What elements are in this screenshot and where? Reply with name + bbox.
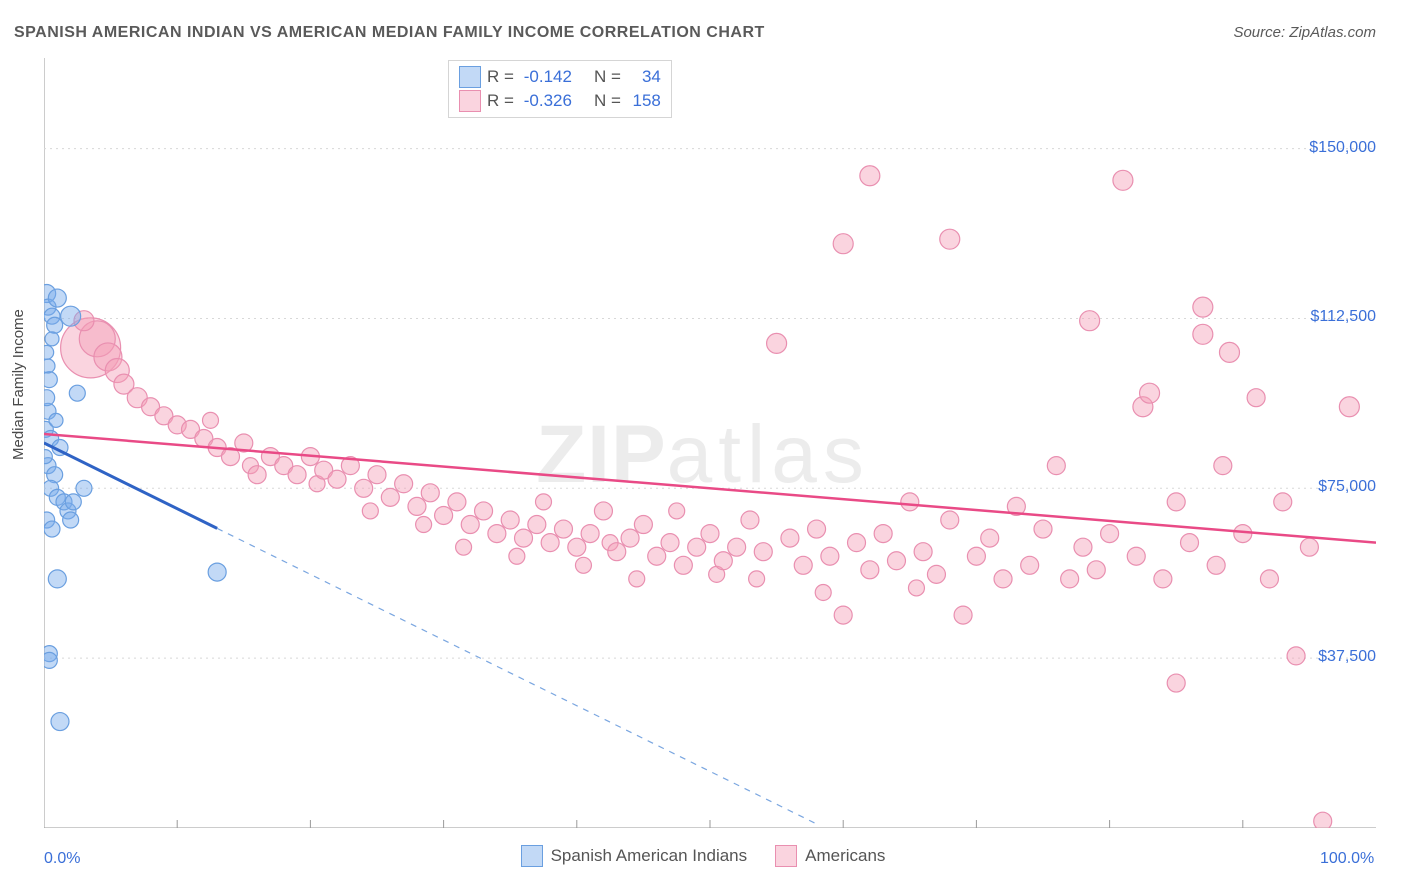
y-tick-label: $112,500 <box>1310 308 1376 326</box>
legend-label: Americans <box>805 846 885 866</box>
plot-area <box>44 58 1376 828</box>
legend-swatch <box>521 845 543 867</box>
stat-n-label: N = <box>594 65 621 89</box>
legend-label: Spanish American Indians <box>551 846 748 866</box>
source-label: Source: ZipAtlas.com <box>1233 24 1376 41</box>
stat-n-value: 158 <box>627 89 661 113</box>
legend-item: Spanish American Indians <box>521 845 748 867</box>
stats-row: R =-0.326 N =158 <box>459 89 661 113</box>
stats-box: R =-0.142 N =34 R =-0.326 N =158 <box>448 60 672 118</box>
legend-swatch <box>459 90 481 112</box>
stat-r-value: -0.142 <box>520 65 572 89</box>
stat-r-label: R = <box>487 65 514 89</box>
stat-n-label: N = <box>594 89 621 113</box>
bottom-legend: Spanish American Indians Americans <box>0 845 1406 872</box>
legend-swatch <box>459 66 481 88</box>
y-tick-label: $37,500 <box>1318 648 1376 666</box>
chart-title: SPANISH AMERICAN INDIAN VS AMERICAN MEDI… <box>14 24 765 42</box>
plot-svg <box>44 58 1376 828</box>
legend-item: Americans <box>775 845 885 867</box>
y-tick-label: $75,000 <box>1318 478 1376 496</box>
legend-swatch <box>775 845 797 867</box>
stat-r-label: R = <box>487 89 514 113</box>
stats-row: R =-0.142 N =34 <box>459 65 661 89</box>
stat-r-value: -0.326 <box>520 89 572 113</box>
stat-n-value: 34 <box>627 65 661 89</box>
y-tick-label: $150,000 <box>1309 139 1376 157</box>
y-axis-label: Median Family Income <box>10 309 27 460</box>
